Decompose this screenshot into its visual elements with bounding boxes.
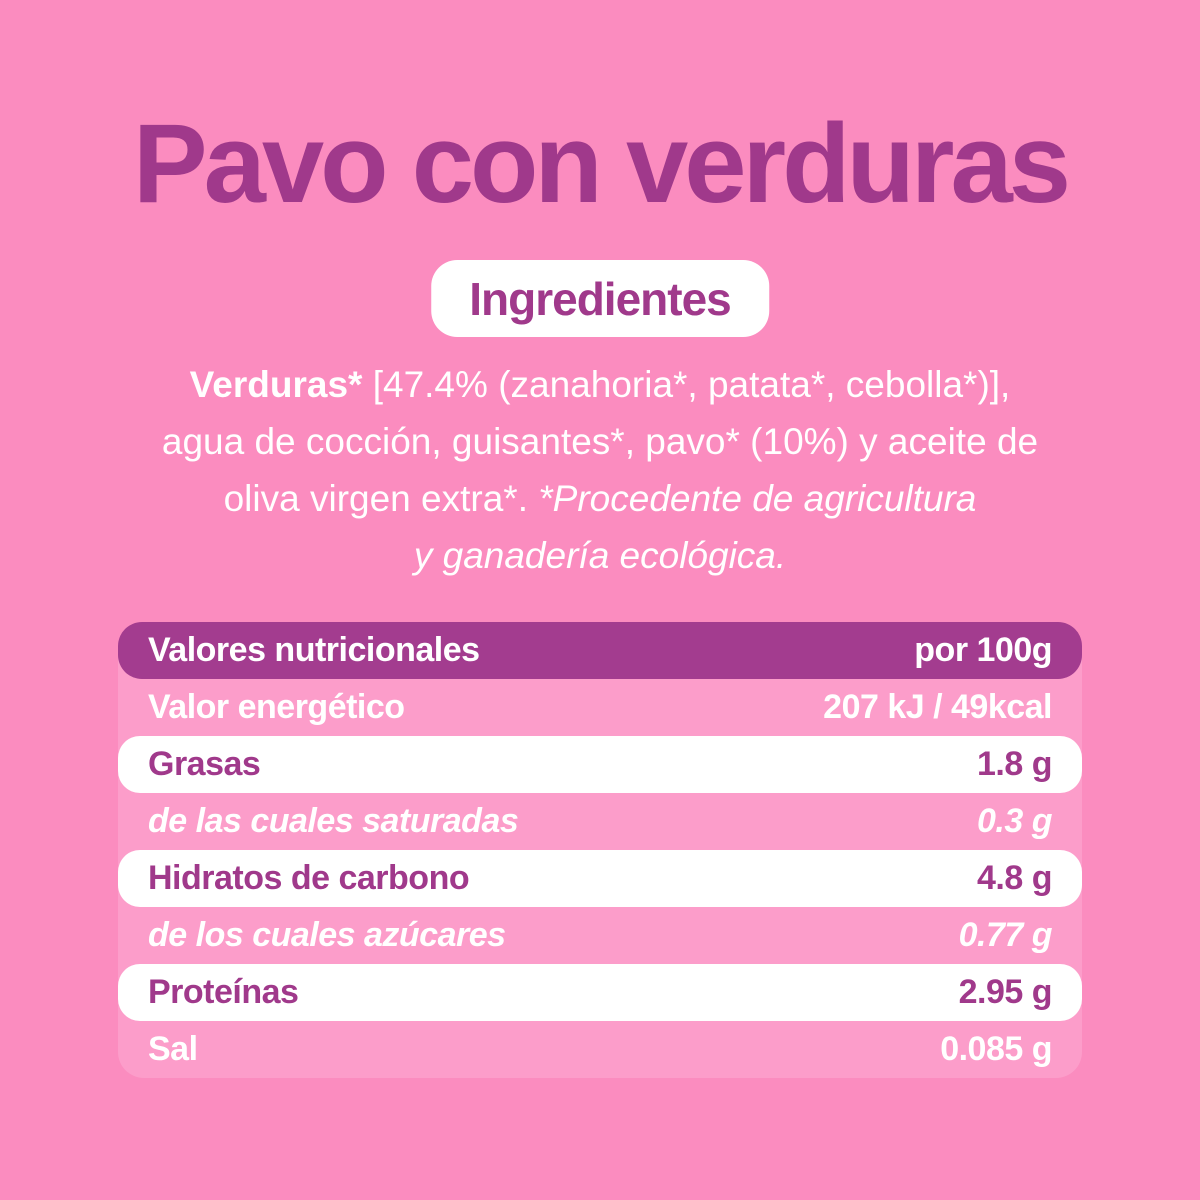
nutrition-table-body: Valor energético 207 kJ / 49kcal Grasas 1.8… [118, 679, 1082, 1078]
nutrition-row-label: Proteínas [148, 973, 299, 1011]
nutrition-row-label: Valor energético [148, 688, 405, 726]
ingredients-segment: y ganadería ecológica. [413, 535, 787, 576]
nutrition-row-label: Hidratos de carbono [148, 859, 470, 897]
nutrition-table-header: Valores nutricionales por 100g [118, 622, 1082, 679]
ingredients-line: agua de cocción, guisantes*, pavo* (10%)… [60, 413, 1140, 470]
ingredients-segment: oliva virgen extra*. [223, 478, 539, 519]
nutrition-row-saturadas: de las cuales saturadas 0.3 g [118, 793, 1082, 850]
ingredients-segment: Verduras* [189, 364, 363, 405]
nutrition-row-label: Grasas [148, 745, 261, 783]
nutrition-row-value: 0.085 g [940, 1030, 1052, 1068]
nutrition-row-label: de los cuales azúcares [148, 916, 506, 954]
nutrition-row-label: Sal [148, 1030, 198, 1068]
nutrition-row-value: 1.8 g [977, 745, 1052, 783]
ingredients-segment: *Procedente de agricultura [538, 478, 977, 519]
nutrition-row-proteinas: Proteínas 2.95 g [118, 964, 1082, 1021]
nutrition-row-value: 0.3 g [977, 802, 1052, 840]
nutrition-row-azucares: de los cuales azúcares 0.77 g [118, 907, 1082, 964]
nutrition-row-grasas: Grasas 1.8 g [118, 736, 1082, 793]
nutrition-row-value: 2.95 g [958, 973, 1053, 1011]
nutrition-header-label: Valores nutricionales [148, 631, 480, 669]
nutrition-row-label: de las cuales saturadas [148, 802, 519, 840]
nutrition-header-unit: por 100g [914, 631, 1052, 669]
nutrition-row-value: 4.8 g [977, 859, 1052, 897]
nutrition-row-hidratos: Hidratos de carbono 4.8 g [118, 850, 1082, 907]
nutrition-row-energia: Valor energético 207 kJ / 49kcal [118, 679, 1082, 736]
ingredients-line: y ganadería ecológica. [60, 527, 1140, 584]
ingredients-badge-label: Ingredientes [469, 272, 732, 325]
ingredients-segment: agua de cocción, guisantes*, pavo* (10%)… [161, 421, 1039, 462]
nutrition-row-value: 0.77 g [958, 916, 1053, 954]
ingredients-line: oliva virgen extra*. *Procedente de agri… [60, 470, 1140, 527]
nutrition-row-sal: Sal 0.085 g [118, 1021, 1082, 1078]
ingredients-line: Verduras* [47.4% (zanahoria*, patata*, c… [60, 356, 1140, 413]
product-title: Pavo con verduras [132, 101, 1071, 226]
ingredients-segment: [47.4% (zanahoria*, patata*, cebolla*)], [362, 364, 1011, 405]
nutrition-table: Valores nutricionales por 100g Valor ene… [118, 622, 1082, 1078]
ingredients-badge: Ingredientes [431, 260, 769, 337]
nutrition-row-value: 207 kJ / 49kcal [823, 688, 1052, 726]
ingredients-text: Verduras* [47.4% (zanahoria*, patata*, c… [60, 356, 1140, 584]
